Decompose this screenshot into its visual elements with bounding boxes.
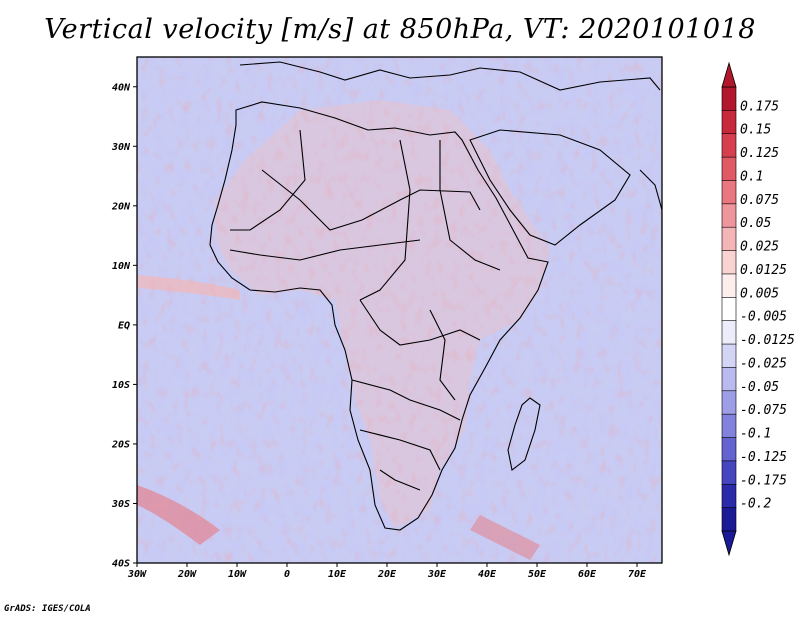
colorbar-swatch: [721, 156, 737, 182]
arabia-coastline: [469, 129, 631, 246]
colorbar-swatch: [721, 483, 737, 509]
lon-tick-label: 30E: [427, 569, 447, 580]
colorbar-swatch: [721, 390, 737, 415]
grads-credit: GrADS: IGES/COLA: [4, 604, 91, 614]
lat-tick-label: 10S: [112, 380, 130, 391]
colorbar-label: -0.175: [740, 473, 787, 488]
velocity-field: [137, 57, 662, 563]
colorbar-swatch: [721, 343, 737, 369]
border-9: [229, 239, 421, 261]
lon-tick-label: 50E: [528, 569, 547, 580]
lon-tick-label: 60E: [578, 569, 597, 580]
lat-tick-label: EQ: [118, 320, 130, 331]
map-title: Vertical velocity [m/s] at 850hPa, VT: 2…: [44, 14, 756, 45]
colorbar-label: -0.025: [740, 356, 787, 371]
colorbar-label: -0.05: [740, 380, 779, 395]
colorbar-top-arrow: [721, 61, 737, 88]
colorbar-swatch: [721, 460, 737, 485]
lon-tick-label: 20E: [377, 569, 397, 580]
colorbar-label: -0.2: [740, 497, 771, 512]
colorbar-label: -0.075: [740, 403, 787, 418]
lon-tick-label: 0: [284, 569, 290, 580]
lon-tick-label: 10W: [228, 569, 247, 580]
colorbar-label: 0.125: [740, 146, 779, 161]
colorbar-label: 0.15: [740, 123, 771, 138]
border-8: [379, 469, 421, 491]
colorbar-label: -0.1: [740, 427, 771, 442]
lat-axis: 40N 30N 20N 10N EQ 10S 20S 30S 40S: [111, 82, 137, 570]
border-1: [261, 169, 481, 231]
colorbar-label: 0.005: [740, 286, 779, 301]
colorbar-label: -0.0125: [740, 333, 795, 348]
border-3: [359, 139, 411, 301]
lon-tick-label: 30W: [127, 569, 147, 580]
colorbar-swatch: [721, 250, 737, 275]
colorbar-swatch: [721, 203, 737, 228]
border-5: [359, 299, 481, 346]
colorbar-label: 0.05: [740, 216, 771, 231]
colorbar-label: -0.005: [740, 310, 787, 325]
border-6: [351, 379, 461, 421]
colorbar-swatch: [721, 367, 737, 392]
colorbar: 0.175 0.15 0.125 0.1 0.075 0.05 0.025 0.0125 0.0…: [721, 61, 795, 557]
lon-tick-label: 10E: [328, 569, 347, 580]
coastlines: [209, 61, 662, 531]
border-2: [230, 129, 306, 231]
lon-tick-label: 40E: [478, 569, 497, 580]
colorbar-label: 0.075: [740, 193, 779, 208]
colorbar-swatch: [721, 437, 737, 462]
lat-tick-label: 20N: [111, 201, 131, 212]
colorbar-swatch: [721, 226, 737, 252]
colorbar-swatch: [721, 507, 737, 532]
colorbar-bottom-arrow: [721, 530, 737, 557]
colorbar-swatch: [721, 320, 737, 345]
border-10: [429, 309, 456, 401]
lat-tick-label: 30S: [111, 499, 130, 510]
madagascar-coastline: [507, 397, 541, 471]
lat-tick-label: 30N: [111, 142, 131, 153]
border-7: [359, 429, 441, 471]
colorbar-swatch: [721, 110, 737, 135]
colorbar-label: 0.025: [740, 240, 779, 255]
colorbar-swatch: [721, 297, 737, 322]
colorbar-swatch: [721, 180, 737, 205]
colorbar-label: -0.125: [740, 450, 787, 465]
europe-coastline: [239, 61, 661, 91]
colorbar-label: 0.0125: [740, 263, 787, 278]
border-4: [439, 140, 501, 271]
colorbar-swatch: [721, 86, 737, 111]
colorbar-swatch: [721, 133, 737, 158]
lon-tick-label: 20W: [177, 569, 197, 580]
lat-tick-label: 10N: [112, 261, 131, 272]
africa-coastline: [209, 101, 549, 531]
colorbar-swatch: [721, 273, 737, 298]
colorbar-label: 0.1: [740, 169, 763, 184]
india-coastline: [639, 169, 662, 250]
colorbar-swatch: [721, 413, 737, 439]
lat-tick-label: 20S: [111, 439, 130, 450]
lon-axis: 30W 20W 10W 0 10E 20E 30E 40E 50E 60E 70E: [127, 563, 647, 580]
plot-frame: [136, 56, 663, 564]
lat-tick-label: 40S: [112, 559, 130, 570]
lat-tick-label: 40N: [112, 82, 131, 93]
colorbar-label: 0.175: [740, 99, 779, 114]
lon-tick-label: 70E: [628, 569, 647, 580]
